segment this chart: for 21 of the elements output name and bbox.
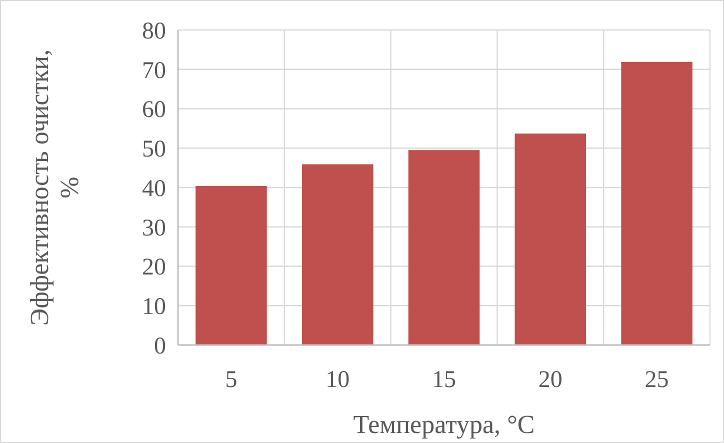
bar [196, 186, 267, 345]
y-tick-label: 30 [142, 215, 166, 242]
x-axis-title: Температура, °C [353, 410, 535, 439]
y-tick-label: 50 [142, 136, 166, 163]
y-tick-label: 70 [142, 58, 166, 84]
y-tick-label: 80 [142, 18, 166, 44]
x-tick-label: 10 [326, 367, 350, 393]
x-tick-label: 5 [225, 367, 238, 393]
y-tick-label: 40 [142, 176, 166, 202]
y-tick-label: 10 [142, 294, 166, 320]
y-tick-label: 0 [154, 333, 166, 360]
x-tick-label: 25 [644, 367, 669, 393]
bar [514, 134, 586, 345]
x-tick-label: 15 [432, 367, 456, 393]
bar [621, 62, 692, 345]
y-tick-label: 60 [142, 97, 166, 124]
x-tick-label: 20 [538, 367, 562, 393]
bar [408, 150, 480, 345]
y-axis-title: Эффективность очистки, % [25, 49, 84, 326]
y-tick-label: 20 [142, 254, 166, 281]
bar [302, 164, 374, 345]
